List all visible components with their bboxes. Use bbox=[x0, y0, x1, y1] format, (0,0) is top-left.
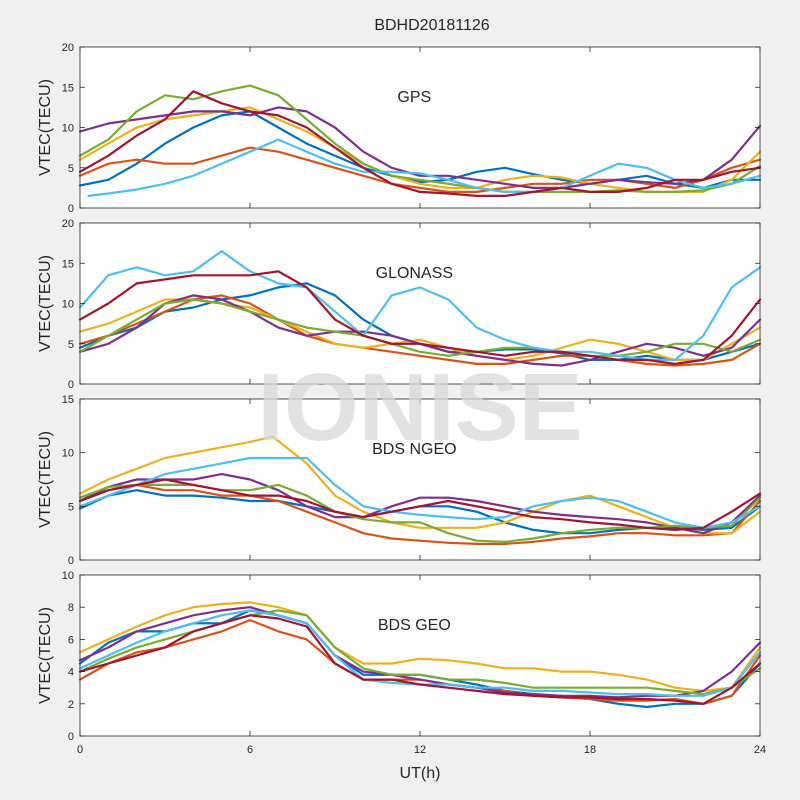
y-tick-label: 4 bbox=[68, 667, 74, 679]
y-axis-label: VTEC(TECU) bbox=[37, 255, 54, 352]
x-axis: 0 6 12 18 24 bbox=[77, 744, 766, 756]
series-line bbox=[78, 614, 762, 705]
plot-area bbox=[80, 223, 760, 384]
series-line bbox=[87, 138, 762, 197]
panel-label: BDS GEO bbox=[378, 617, 451, 634]
panel-label: BDS NGEO bbox=[372, 441, 456, 458]
y-tick-label: 0 bbox=[68, 379, 74, 391]
y-tick-label: 8 bbox=[68, 602, 74, 614]
series-line bbox=[78, 84, 762, 193]
y-tick-label: 10 bbox=[62, 448, 74, 460]
series-line bbox=[78, 606, 762, 699]
panel-label: GLONASS bbox=[376, 265, 453, 282]
y-tick-label: 6 bbox=[68, 634, 74, 646]
y-axis-label: VTEC(TECU) bbox=[37, 431, 54, 528]
panel-1: 0 5 10 15 20 VTEC(TECU) GLONASS bbox=[37, 218, 762, 391]
y-tick-label: 5 bbox=[68, 339, 74, 351]
y-tick-label: 20 bbox=[62, 42, 74, 54]
series-line bbox=[78, 456, 762, 529]
y-tick-label: 15 bbox=[62, 82, 74, 94]
series-line bbox=[78, 601, 762, 692]
series-line bbox=[78, 473, 762, 535]
y-tick-label: 0 bbox=[68, 731, 74, 743]
series-line bbox=[78, 478, 762, 531]
y-tick-label: 10 bbox=[62, 123, 74, 135]
watermark: IONISE bbox=[257, 354, 582, 461]
panel-2: 0 5 10 15 VTEC(TECU) BDS NGEO bbox=[37, 394, 762, 567]
y-tick-label: 15 bbox=[62, 394, 74, 406]
y-tick-label: 5 bbox=[68, 501, 74, 513]
y-tick-label: 0 bbox=[68, 203, 74, 215]
x-tick-label: 0 bbox=[77, 744, 83, 756]
series-line bbox=[78, 270, 762, 365]
y-axis-label: VTEC(TECU) bbox=[37, 79, 54, 176]
y-tick-label: 2 bbox=[68, 699, 74, 711]
y-tick-label: 10 bbox=[62, 570, 74, 582]
y-tick-label: 15 bbox=[62, 258, 74, 270]
y-tick-label: 5 bbox=[68, 163, 74, 175]
y-tick-label: 0 bbox=[68, 555, 74, 567]
series-line bbox=[78, 298, 762, 357]
x-tick-label: 12 bbox=[414, 744, 426, 756]
panel-3: 0 2 4 6 8 10 VTEC(TECU) BDS GEO bbox=[37, 570, 762, 743]
series-line bbox=[78, 110, 762, 189]
y-tick-label: 10 bbox=[62, 299, 74, 311]
x-tick-label: 18 bbox=[584, 744, 596, 756]
y-axis-label: VTEC(TECU) bbox=[37, 607, 54, 704]
panel-label: GPS bbox=[397, 89, 431, 106]
panel-0: 0 5 10 15 20 VTEC(TECU) GPS bbox=[37, 42, 762, 215]
series-line bbox=[78, 483, 762, 545]
plot-area bbox=[80, 575, 760, 736]
x-axis-label: UT(h) bbox=[400, 765, 441, 782]
y-tick-label: 20 bbox=[62, 218, 74, 230]
series-line bbox=[78, 90, 762, 197]
chart-title: BDHD20181126 bbox=[374, 17, 489, 34]
x-tick-label: 6 bbox=[247, 744, 253, 756]
x-tick-label: 24 bbox=[754, 744, 766, 756]
series-line bbox=[78, 146, 762, 193]
series-line bbox=[78, 106, 762, 189]
series-line bbox=[78, 435, 762, 535]
